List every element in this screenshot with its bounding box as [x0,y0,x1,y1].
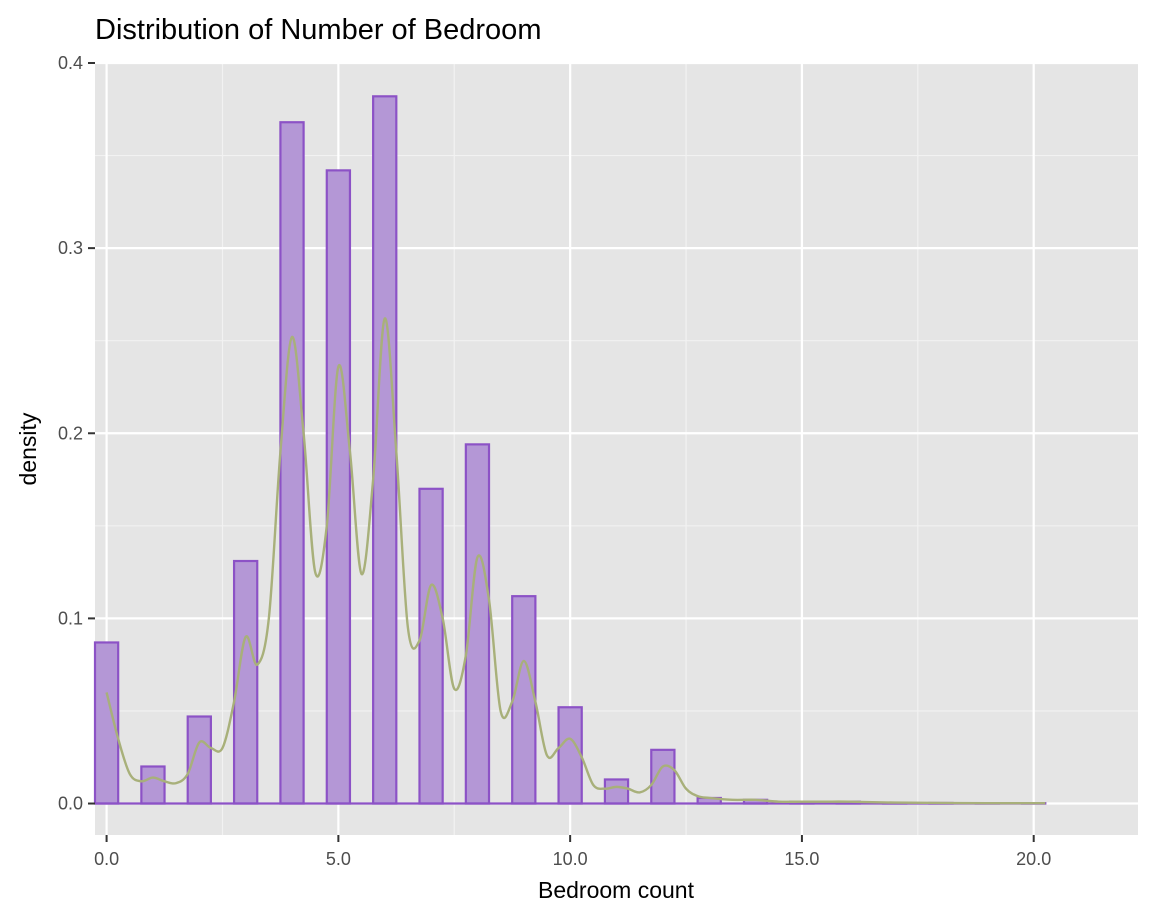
histogram-bars [93,95,1047,805]
y-tick-label: 0.4 [58,53,83,73]
x-axis-title: Bedroom count [538,877,695,903]
x-tick-label: 15.0 [784,849,819,869]
y-tick-label: 0.1 [58,608,83,628]
histogram-bar [650,748,676,805]
histogram-bar [557,706,583,805]
y-tick-label: 0.3 [58,238,83,258]
x-tick-label: 20.0 [1016,849,1051,869]
grid-minor-lines [95,63,1138,835]
histogram-bar [372,95,398,805]
y-axis-ticks: 0.0 0.1 0.2 0.3 0.4 [58,53,95,814]
x-tick-label: 5.0 [326,849,351,869]
density-curve [105,317,1046,805]
plot-panel [95,63,1138,835]
histogram-bar [279,121,305,805]
histogram-bar [140,765,166,805]
x-tick-label: 0.0 [94,849,119,869]
x-axis-ticks: 0.0 5.0 10.0 15.0 20.0 [94,835,1051,869]
y-axis-title: density [15,412,41,485]
density-curve-group [105,317,1046,805]
histogram-bar [418,487,444,805]
x-tick-label: 10.0 [553,849,588,869]
histogram-bar [511,595,537,805]
chart-title: Distribution of Number of Bedroom [95,14,541,46]
y-tick-label: 0.0 [58,794,83,814]
histogram-bar [186,715,212,805]
histogram-bar [603,778,630,805]
y-tick-label: 0.2 [58,423,83,443]
